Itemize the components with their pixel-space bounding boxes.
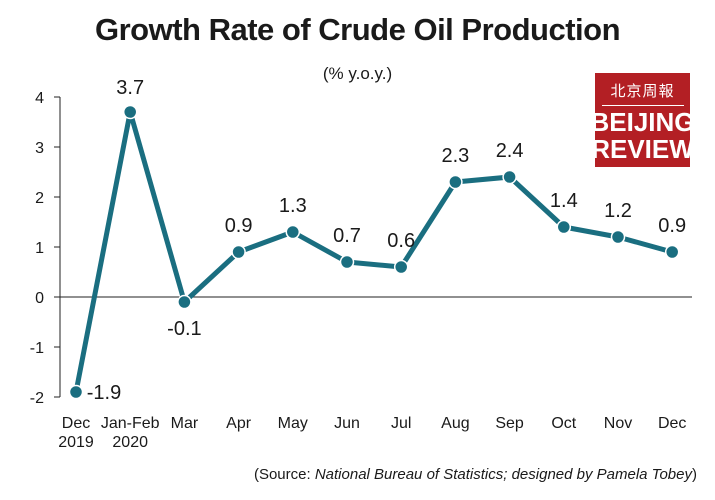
data-label: 3.7	[116, 77, 144, 99]
y-tick-label: 2	[35, 190, 44, 207]
data-point	[502, 169, 517, 185]
data-label: -1.9	[87, 382, 121, 404]
data-label: 2.3	[441, 145, 469, 167]
data-point	[339, 254, 355, 270]
x-tick-label: Oct	[551, 415, 576, 432]
x-tick-label: Dec	[658, 415, 686, 432]
x-tick-label: Dec	[62, 415, 90, 432]
data-point	[664, 244, 680, 260]
source-prefix: (Source:	[253, 466, 315, 483]
chart-subtitle: (% y.o.y.)	[322, 64, 393, 83]
logo-line-review: REVIEW	[591, 134, 694, 164]
y-tick-label: 4	[35, 90, 44, 107]
series-line	[73, 109, 673, 393]
data-point	[285, 224, 301, 240]
logo-chinese-text: 北京周報	[610, 82, 675, 100]
logo-divider	[601, 105, 684, 106]
chart-source-note: (Source: National Bureau of Statistics; …	[254, 466, 697, 483]
y-tick-label: 0	[35, 290, 44, 307]
data-point	[610, 229, 626, 245]
y-tick-label: 3	[35, 140, 44, 157]
chart-title: Growth Rate of Crude Oil Production	[95, 12, 621, 47]
source-suffix: )	[692, 466, 697, 483]
source-org: National Bureau of Statistics; designed …	[314, 466, 692, 483]
data-point	[177, 294, 192, 310]
data-label: 0.7	[333, 225, 361, 247]
data-label: 1.3	[279, 195, 307, 217]
data-label: -0.1	[167, 318, 201, 340]
data-point	[556, 219, 572, 235]
x-tick-label: 2020	[112, 434, 148, 451]
x-tick-label: Jun	[334, 415, 360, 432]
x-tick-label: Mar	[171, 415, 199, 432]
data-point	[68, 384, 84, 400]
logo-line-beijing: BEIJING	[590, 107, 695, 137]
x-tick-label: Aug	[441, 415, 469, 432]
x-tick-label: May	[278, 415, 308, 432]
beijing-review-logo: 北京周報 BEIJING REVIEW	[590, 73, 695, 167]
data-label: 0.6	[387, 230, 415, 252]
data-point	[448, 174, 463, 190]
data-label: 0.9	[658, 215, 686, 237]
x-tick-label: Sep	[495, 415, 524, 432]
data-point	[122, 104, 138, 120]
y-tick-label: -1	[30, 340, 44, 357]
data-label: 2.4	[496, 140, 524, 162]
data-label: 0.9	[225, 215, 253, 237]
x-tick-label: 2019	[58, 434, 94, 451]
data-point	[231, 244, 246, 260]
x-tick-label: Jan-Feb	[101, 415, 160, 432]
data-label: 1.4	[550, 190, 578, 212]
x-tick-label: Nov	[604, 415, 632, 432]
x-tick-label: Jul	[391, 415, 411, 432]
data-label: 1.2	[604, 200, 632, 222]
data-point	[393, 259, 409, 275]
y-tick-label: 1	[35, 240, 44, 257]
x-tick-label: Apr	[226, 415, 252, 432]
y-tick-label: -2	[30, 390, 44, 407]
